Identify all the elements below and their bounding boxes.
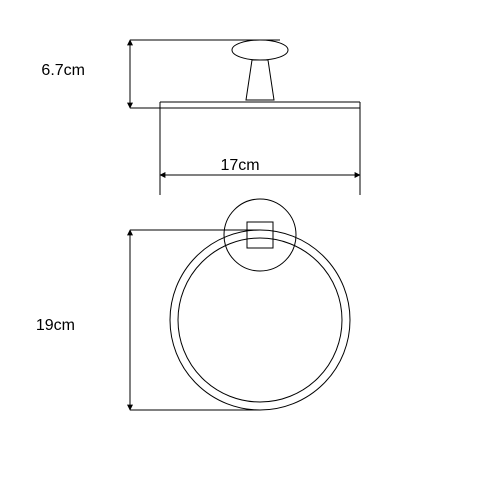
dimension-diagram: 6.7cm 17cm 19cm — [0, 0, 500, 500]
drawing-lines — [130, 40, 360, 410]
dim-label-mid: 17cm — [220, 157, 259, 174]
dim-label-top: 6.7cm — [41, 62, 85, 79]
dimension-labels: 6.7cm 17cm 19cm — [36, 62, 260, 334]
dim-label-ring: 19cm — [36, 317, 75, 334]
